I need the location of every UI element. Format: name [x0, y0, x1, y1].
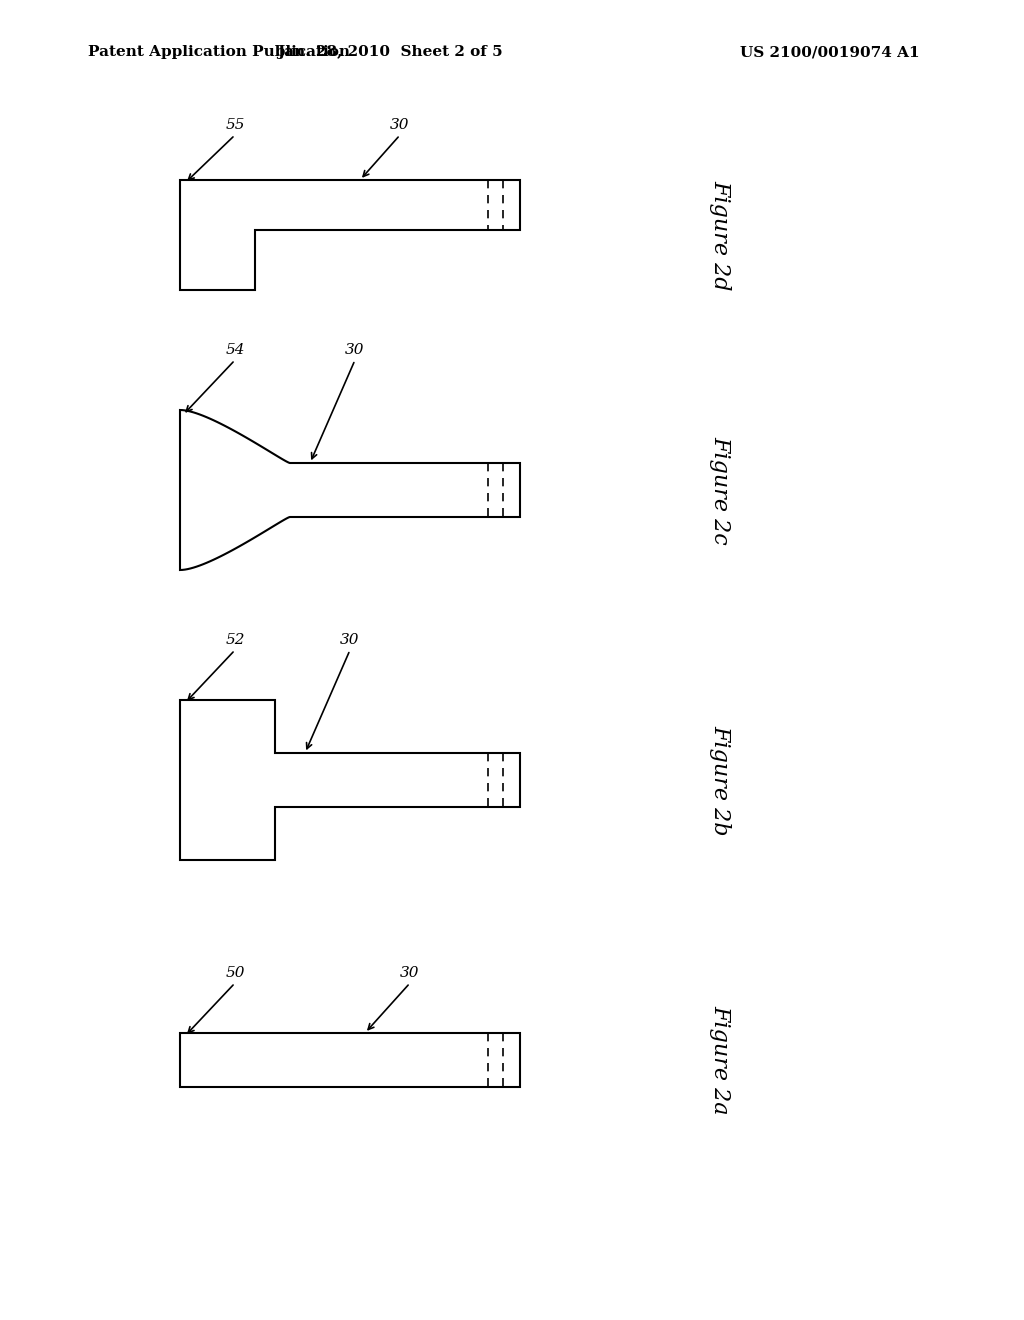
Text: US 2100/0019074 A1: US 2100/0019074 A1	[740, 45, 920, 59]
Text: Figure 2b: Figure 2b	[709, 725, 731, 836]
Text: 30: 30	[345, 343, 365, 356]
Text: 54: 54	[225, 343, 245, 356]
Text: Figure 2d: Figure 2d	[709, 180, 731, 290]
Text: 52: 52	[225, 634, 245, 647]
Text: Patent Application Publication: Patent Application Publication	[88, 45, 350, 59]
Text: 55: 55	[225, 117, 245, 132]
Text: 30: 30	[400, 966, 420, 979]
Text: Jan. 28, 2010  Sheet 2 of 5: Jan. 28, 2010 Sheet 2 of 5	[278, 45, 503, 59]
Text: 30: 30	[390, 117, 410, 132]
Text: 50: 50	[225, 966, 245, 979]
Text: Figure 2a: Figure 2a	[709, 1006, 731, 1115]
Text: Figure 2c: Figure 2c	[709, 436, 731, 544]
Text: 30: 30	[340, 634, 359, 647]
